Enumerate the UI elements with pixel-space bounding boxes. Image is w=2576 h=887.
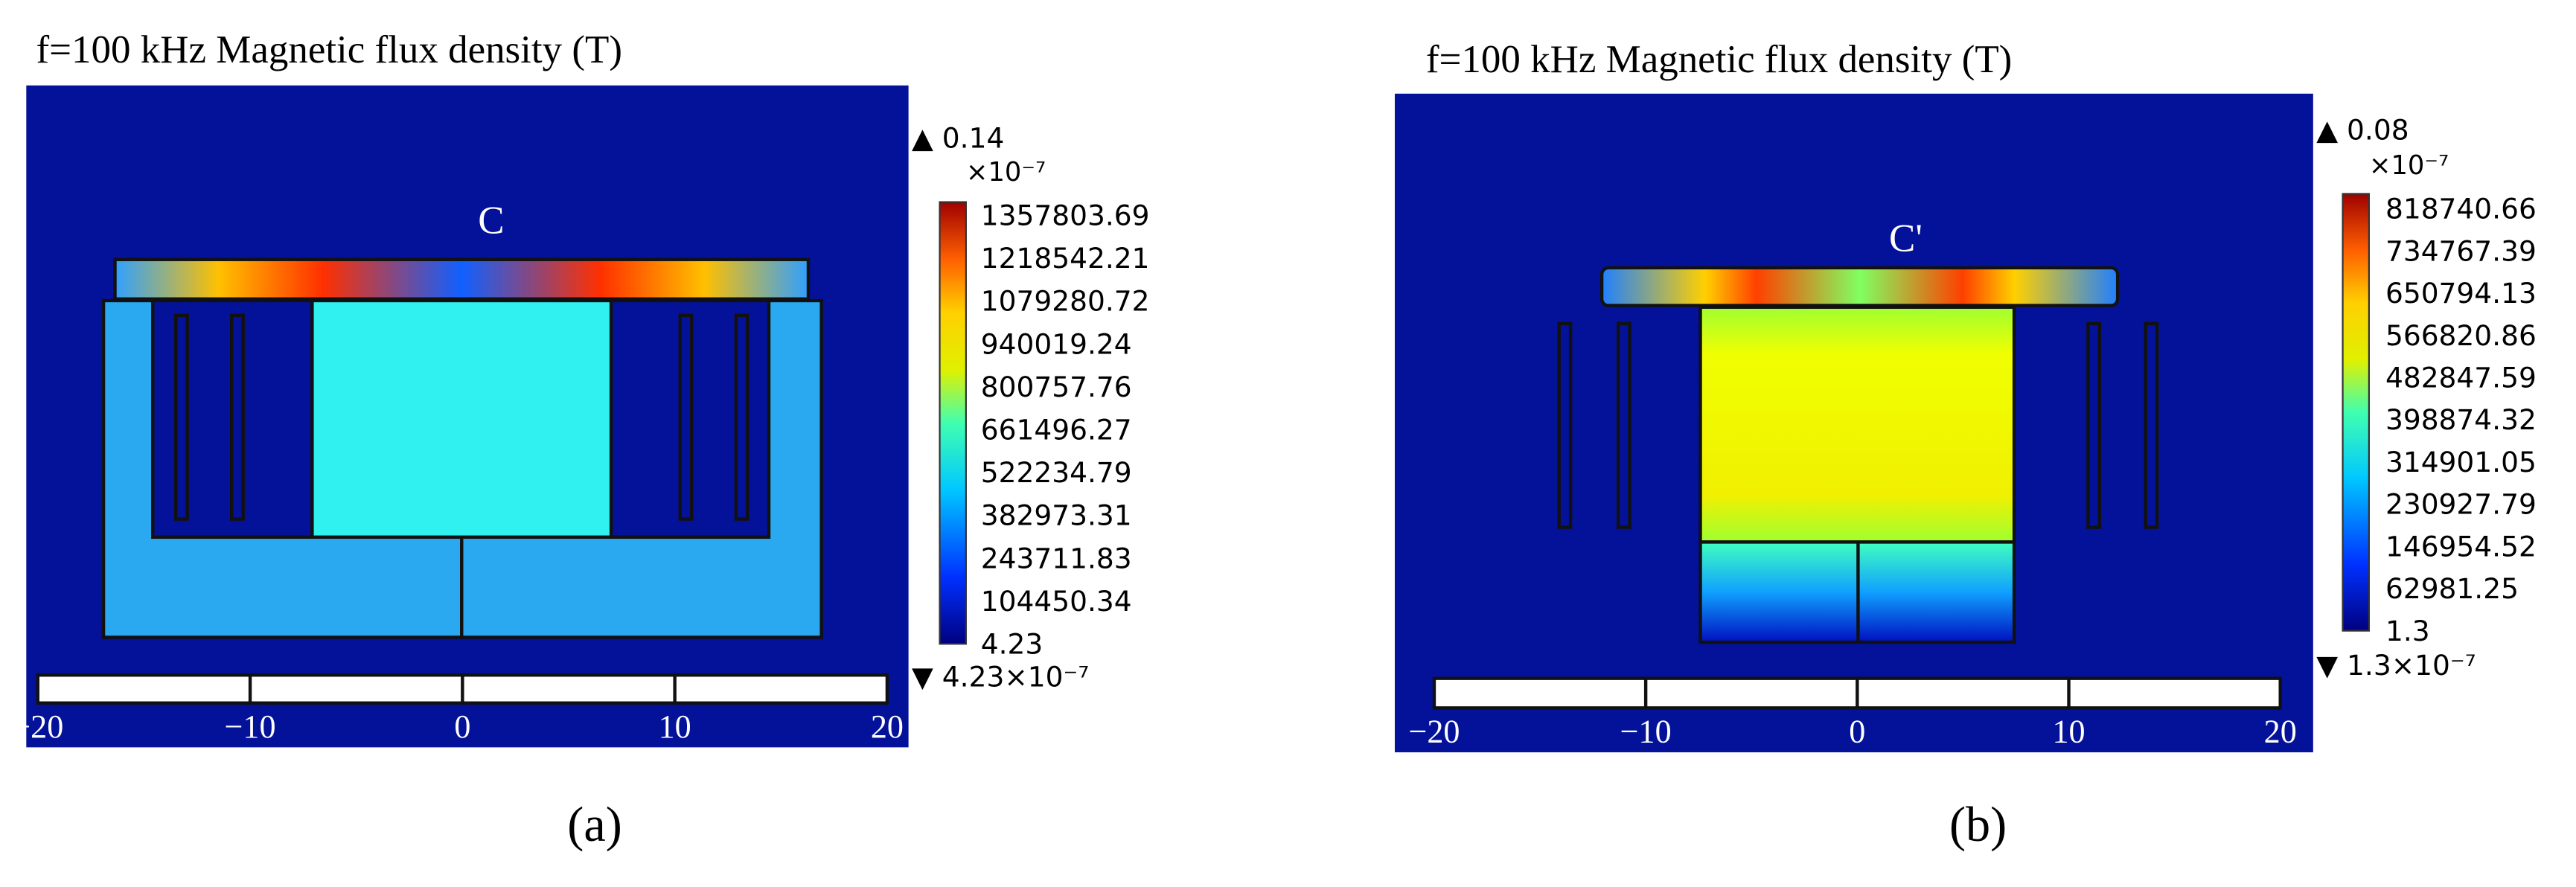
colorbar-label: 566820.86: [2385, 319, 2537, 352]
colorbar-label: 104450.34: [981, 585, 1132, 618]
colorbar-min: ▼ 1.3×10⁻⁷: [2316, 649, 2476, 682]
colorbar-label: 818740.66: [2385, 193, 2537, 225]
caption: (a): [567, 798, 621, 852]
scale-label: 10: [2052, 714, 2085, 750]
colorbar-label: 146954.52: [2385, 530, 2537, 563]
scale-label: 0: [454, 708, 470, 745]
colorbar-max: ▲ 0.14: [912, 122, 1004, 155]
colorbar-label: 4.23: [981, 628, 1043, 661]
coils: [1557, 321, 2159, 529]
scale-label: 20: [871, 708, 904, 745]
colorbar-label: 650794.13: [2385, 277, 2537, 310]
coils: [173, 313, 750, 521]
marker: C': [1889, 217, 1923, 260]
colorbar-label: 1079280.72: [981, 285, 1150, 318]
caption: (b): [1949, 798, 2007, 852]
colorbar: [2342, 193, 2370, 632]
center-leg: [310, 298, 613, 539]
colorbar-label: 661496.27: [981, 413, 1132, 446]
panel-title: f=100 kHz Magnetic flux density (T): [36, 28, 622, 71]
top-bar: [1599, 266, 2120, 307]
panel-title: f=100 kHz Magnetic flux density (T): [1426, 38, 2012, 81]
colorbar-label: 1357803.69: [981, 199, 1150, 231]
center-leg: [1698, 305, 2016, 544]
colorbar-label: 522234.79: [981, 456, 1132, 489]
panel-b: f=100 kHz Magnetic flux density (T) C' ▲…: [1394, 38, 2537, 852]
colorbar-label: 398874.32: [2385, 403, 2537, 436]
scale-label: −10: [1620, 714, 1672, 750]
colorbar-min: ▼ 4.23×10⁻⁷: [912, 661, 1089, 694]
colorbar-exponent: ×10⁻⁷: [2369, 150, 2449, 181]
top-bar: [113, 257, 811, 301]
colorbar-label: 940019.24: [981, 327, 1132, 360]
colorbar-exponent: ×10⁻⁷: [966, 157, 1046, 188]
scale-label: 10: [659, 708, 691, 745]
colorbar-label: 482847.59: [2385, 362, 2537, 394]
colorbar-label: 243711.83: [981, 542, 1132, 574]
scale-label: −10: [225, 708, 276, 745]
colorbar-label: 800757.76: [981, 371, 1132, 403]
scale-label: −20: [12, 708, 63, 745]
panel-a: f=100 kHz Magnetic flux density (T) C ▲ …: [12, 28, 1149, 852]
scale-label: 0: [1849, 714, 1865, 750]
colorbar-label: 62981.25: [2385, 572, 2519, 605]
colorbar-label: 734767.39: [2385, 234, 2537, 267]
colorbar-max: ▲ 0.08: [2316, 114, 2409, 147]
scale-label: 20: [2264, 714, 2297, 750]
colorbar-label: 382973.31: [981, 499, 1132, 532]
colorbar-label: 314901.05: [2385, 446, 2537, 478]
scale-label: −20: [1408, 714, 1460, 750]
marker: C: [478, 199, 504, 242]
colorbar-label: 1.3: [2385, 615, 2430, 647]
colorbar-label: 1218542.21: [981, 242, 1150, 275]
colorbar: [939, 201, 967, 645]
colorbar-label: 230927.79: [2385, 488, 2537, 521]
